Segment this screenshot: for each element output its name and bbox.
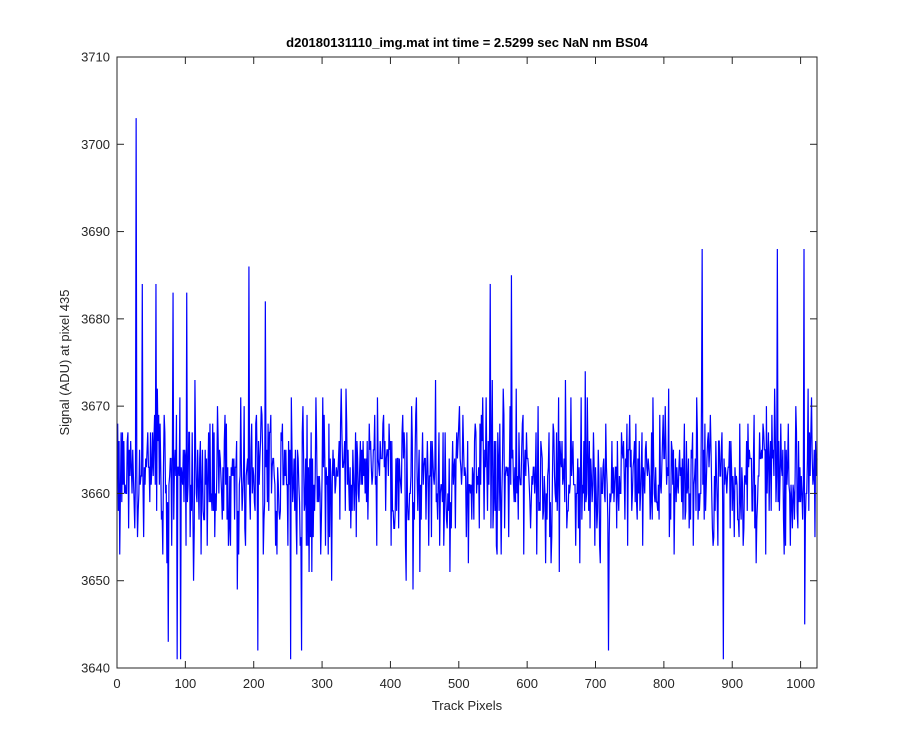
series-layer — [117, 118, 818, 660]
x-tick-label: 100 — [175, 676, 197, 691]
x-tick-label: 0 — [113, 676, 120, 691]
axes-box — [116, 56, 818, 669]
plot-area — [117, 57, 817, 668]
x-tick-label: 500 — [448, 676, 470, 691]
x-tick-label: 600 — [516, 676, 538, 691]
y-tick-label: 3700 — [81, 137, 110, 152]
chart-title: d20180131110_img.mat int time = 2.5299 s… — [286, 35, 648, 50]
x-tick-label: 400 — [380, 676, 402, 691]
y-tick-label: 3660 — [81, 486, 110, 501]
x-tick-label: 800 — [653, 676, 675, 691]
x-axis-label: Track Pixels — [432, 698, 503, 713]
y-axis-label: Signal (ADU) at pixel 435 — [57, 290, 72, 436]
y-axis: 3640 3650 3660 3670 3680 3690 3700 3710 — [81, 50, 817, 676]
x-tick-label: 300 — [311, 676, 333, 691]
y-tick-label: 3670 — [81, 399, 110, 414]
x-tick-label: 1000 — [786, 676, 815, 691]
y-tick-label: 3690 — [81, 224, 110, 239]
x-tick-label: 200 — [243, 676, 265, 691]
y-tick-label: 3640 — [81, 661, 110, 676]
series-line — [117, 118, 818, 660]
x-tick-label: 700 — [585, 676, 607, 691]
y-tick-label: 3680 — [81, 311, 110, 326]
x-axis: 0 100 200 300 400 500 600 700 800 900 1000 — [113, 57, 815, 691]
x-tick-label: 900 — [721, 676, 743, 691]
y-tick-label: 3710 — [81, 50, 110, 65]
y-tick-label: 3650 — [81, 573, 110, 588]
